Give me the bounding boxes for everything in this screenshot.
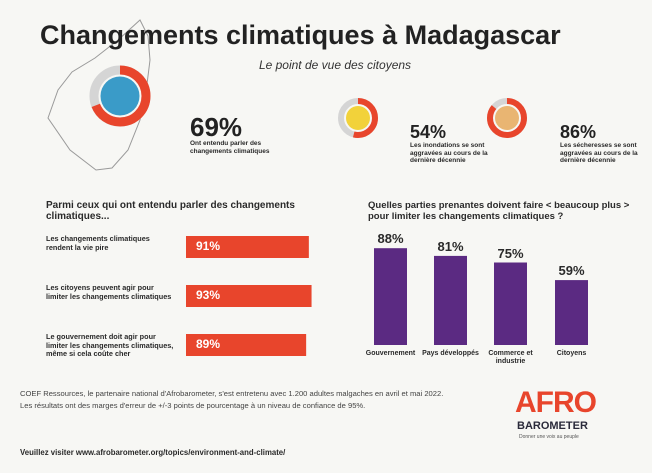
ring-arc bbox=[487, 98, 527, 138]
bar bbox=[434, 255, 467, 345]
hbar-value-label: 91% bbox=[196, 239, 221, 253]
stat-value: 86% bbox=[560, 122, 597, 142]
hbar-value-label: 89% bbox=[196, 337, 221, 351]
title: Changements climatiques à Madagascar bbox=[40, 20, 561, 50]
bar bbox=[374, 248, 407, 345]
hbar bbox=[186, 285, 312, 307]
bar bbox=[555, 280, 588, 345]
stat-value: 54% bbox=[410, 122, 447, 142]
bar-category: Commerce et industrie bbox=[488, 350, 533, 365]
bar bbox=[494, 262, 527, 345]
bar-value-label: 88% bbox=[377, 231, 404, 247]
hbar-category: Les changements climatiques rendent la v… bbox=[46, 234, 150, 252]
logo-sub: BAROMETER bbox=[517, 420, 588, 432]
stat-value: 69% bbox=[190, 112, 243, 142]
map-outline bbox=[47, 19, 151, 171]
stat-text: Les sécheresses se sont aggravées au cou… bbox=[560, 142, 638, 164]
ring-icon bbox=[495, 106, 519, 130]
bar-category: Pays développés bbox=[422, 350, 479, 357]
bar-value-label: 75% bbox=[497, 245, 524, 261]
logo-name: AFRO bbox=[515, 386, 597, 419]
hbar-category: Les citoyens peuvent agir pour limiter l… bbox=[46, 283, 172, 301]
hbar-value-label: 93% bbox=[196, 288, 221, 302]
ring-arc bbox=[89, 65, 151, 127]
bar-value-label: 81% bbox=[437, 238, 464, 254]
note: COEF Ressources, le partenaire national … bbox=[20, 389, 444, 410]
bar-value-label: 59% bbox=[558, 263, 585, 279]
stat-text: Ont entendu parler des changements clima… bbox=[190, 140, 270, 155]
link: Veuillez visiter www.afrobarometer.org/t… bbox=[20, 448, 286, 457]
ring-arc bbox=[338, 98, 378, 138]
subtitle: Le point de vue des citoyens bbox=[258, 58, 412, 72]
ring-icon bbox=[346, 106, 370, 130]
bar-category: Citoyens bbox=[556, 350, 587, 357]
hbar bbox=[186, 236, 309, 258]
ring-icon bbox=[100, 76, 140, 116]
logo-tagline: Donner une voix au peuple bbox=[519, 434, 579, 440]
stat-text: Les inondations se sont aggravées au cou… bbox=[410, 142, 488, 164]
hbar bbox=[186, 334, 307, 356]
bar-title: Quelles parties prenantes doivent faire … bbox=[368, 200, 630, 222]
hbar-title: Parmi ceux qui ont entendu parler des ch… bbox=[46, 200, 295, 222]
hbar-category: Le gouvernement doit agir pour limiter l… bbox=[46, 332, 174, 358]
bar-category: Gouvernement bbox=[365, 350, 416, 357]
